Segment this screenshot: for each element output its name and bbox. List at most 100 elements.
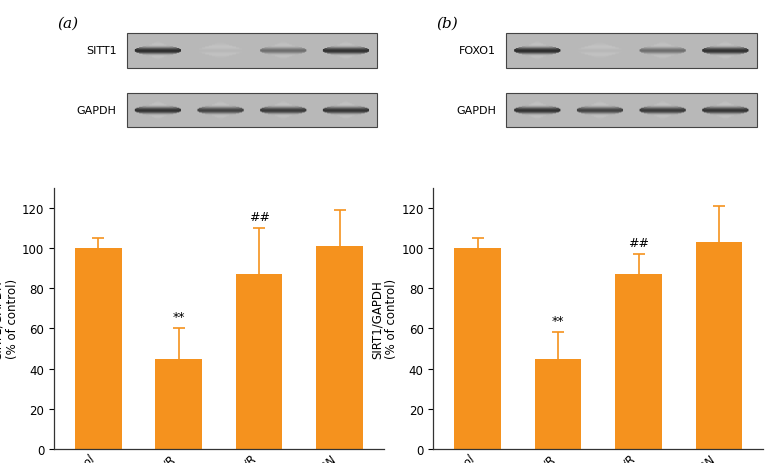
FancyBboxPatch shape xyxy=(217,117,224,119)
FancyBboxPatch shape xyxy=(529,115,546,117)
FancyBboxPatch shape xyxy=(658,117,667,119)
FancyBboxPatch shape xyxy=(529,56,546,57)
FancyBboxPatch shape xyxy=(279,103,287,105)
FancyBboxPatch shape xyxy=(588,55,612,56)
FancyBboxPatch shape xyxy=(274,115,292,117)
FancyBboxPatch shape xyxy=(581,112,619,114)
FancyBboxPatch shape xyxy=(522,113,553,115)
FancyBboxPatch shape xyxy=(584,113,615,115)
FancyBboxPatch shape xyxy=(534,43,541,45)
FancyBboxPatch shape xyxy=(534,117,541,119)
FancyBboxPatch shape xyxy=(152,116,163,118)
FancyBboxPatch shape xyxy=(271,46,295,48)
FancyBboxPatch shape xyxy=(518,53,556,55)
FancyBboxPatch shape xyxy=(719,44,731,46)
FancyBboxPatch shape xyxy=(641,111,684,113)
FancyBboxPatch shape xyxy=(327,107,365,109)
Bar xyxy=(126,34,377,69)
FancyBboxPatch shape xyxy=(640,51,685,53)
FancyBboxPatch shape xyxy=(274,45,292,47)
FancyBboxPatch shape xyxy=(212,56,229,57)
FancyBboxPatch shape xyxy=(212,45,229,47)
FancyBboxPatch shape xyxy=(591,45,608,47)
FancyBboxPatch shape xyxy=(202,107,240,109)
FancyBboxPatch shape xyxy=(338,56,355,57)
FancyBboxPatch shape xyxy=(334,114,358,116)
FancyBboxPatch shape xyxy=(531,116,544,118)
FancyBboxPatch shape xyxy=(578,49,621,51)
FancyBboxPatch shape xyxy=(340,44,352,46)
FancyBboxPatch shape xyxy=(202,112,240,114)
FancyBboxPatch shape xyxy=(323,109,369,111)
FancyBboxPatch shape xyxy=(514,110,561,113)
FancyBboxPatch shape xyxy=(323,51,369,53)
FancyBboxPatch shape xyxy=(702,51,749,53)
FancyBboxPatch shape xyxy=(578,108,621,110)
FancyBboxPatch shape xyxy=(713,46,737,48)
FancyBboxPatch shape xyxy=(651,106,675,107)
FancyBboxPatch shape xyxy=(342,103,350,105)
FancyBboxPatch shape xyxy=(706,112,744,114)
FancyBboxPatch shape xyxy=(271,55,295,56)
FancyBboxPatch shape xyxy=(531,104,544,106)
FancyBboxPatch shape xyxy=(658,57,667,59)
FancyBboxPatch shape xyxy=(334,46,358,48)
FancyBboxPatch shape xyxy=(154,43,162,45)
FancyBboxPatch shape xyxy=(588,106,612,107)
FancyBboxPatch shape xyxy=(136,108,180,110)
FancyBboxPatch shape xyxy=(331,113,362,115)
FancyBboxPatch shape xyxy=(706,107,744,109)
FancyBboxPatch shape xyxy=(722,103,729,105)
FancyBboxPatch shape xyxy=(209,55,232,56)
FancyBboxPatch shape xyxy=(338,115,355,117)
Text: FOXO1: FOXO1 xyxy=(459,46,496,56)
Bar xyxy=(615,275,662,449)
FancyBboxPatch shape xyxy=(581,48,619,50)
FancyBboxPatch shape xyxy=(657,44,668,46)
FancyBboxPatch shape xyxy=(658,43,667,45)
FancyBboxPatch shape xyxy=(526,114,549,116)
FancyBboxPatch shape xyxy=(516,52,559,54)
FancyBboxPatch shape xyxy=(596,103,604,105)
FancyBboxPatch shape xyxy=(279,117,287,119)
FancyBboxPatch shape xyxy=(710,106,741,108)
FancyBboxPatch shape xyxy=(261,52,305,54)
Bar xyxy=(535,359,581,449)
FancyBboxPatch shape xyxy=(261,49,305,51)
FancyBboxPatch shape xyxy=(640,110,685,113)
FancyBboxPatch shape xyxy=(651,55,675,56)
FancyBboxPatch shape xyxy=(713,55,737,56)
FancyBboxPatch shape xyxy=(135,51,181,53)
FancyBboxPatch shape xyxy=(577,50,623,52)
FancyBboxPatch shape xyxy=(217,103,224,105)
FancyBboxPatch shape xyxy=(143,106,173,108)
FancyBboxPatch shape xyxy=(654,56,672,57)
FancyBboxPatch shape xyxy=(717,56,734,57)
Bar xyxy=(316,246,363,449)
FancyBboxPatch shape xyxy=(214,116,227,118)
Text: **: ** xyxy=(552,315,564,328)
FancyBboxPatch shape xyxy=(274,105,292,106)
FancyBboxPatch shape xyxy=(518,48,556,50)
FancyBboxPatch shape xyxy=(702,110,749,113)
FancyBboxPatch shape xyxy=(722,57,729,59)
FancyBboxPatch shape xyxy=(261,50,306,52)
Text: (a): (a) xyxy=(57,17,79,31)
FancyBboxPatch shape xyxy=(205,113,236,115)
FancyBboxPatch shape xyxy=(334,106,358,107)
FancyBboxPatch shape xyxy=(584,54,615,56)
FancyBboxPatch shape xyxy=(271,114,295,116)
Text: (b): (b) xyxy=(436,17,459,31)
FancyBboxPatch shape xyxy=(261,109,306,111)
FancyBboxPatch shape xyxy=(268,47,298,49)
FancyBboxPatch shape xyxy=(278,116,289,118)
FancyBboxPatch shape xyxy=(710,113,741,115)
FancyBboxPatch shape xyxy=(516,108,559,110)
FancyBboxPatch shape xyxy=(212,115,229,117)
FancyBboxPatch shape xyxy=(202,53,240,55)
FancyBboxPatch shape xyxy=(199,52,242,54)
FancyBboxPatch shape xyxy=(146,114,170,116)
FancyBboxPatch shape xyxy=(154,57,162,59)
FancyBboxPatch shape xyxy=(261,111,305,113)
FancyBboxPatch shape xyxy=(644,107,682,109)
